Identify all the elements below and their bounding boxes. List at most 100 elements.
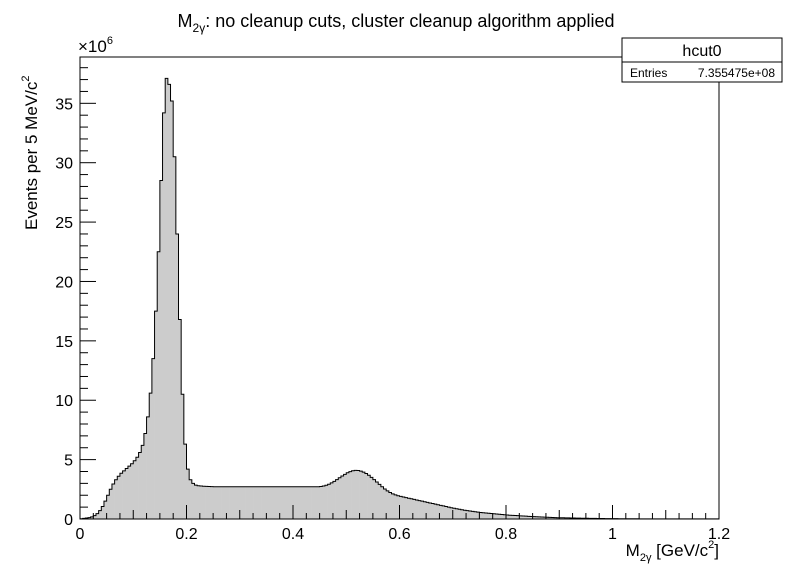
histogram-bin bbox=[461, 510, 464, 519]
histogram-bin bbox=[434, 504, 437, 519]
histogram-bin bbox=[128, 466, 131, 519]
histogram-bin bbox=[205, 486, 208, 519]
histogram-bin bbox=[341, 476, 344, 519]
histogram-bin bbox=[349, 472, 352, 519]
histogram-bin bbox=[139, 452, 142, 519]
histogram-bin bbox=[312, 487, 315, 519]
histogram-bin bbox=[378, 484, 381, 519]
x-tick-label: 0.2 bbox=[175, 526, 197, 543]
histogram-bin bbox=[242, 487, 245, 519]
histogram-bin bbox=[120, 473, 123, 519]
y-tick-label: 5 bbox=[64, 453, 73, 470]
x-tick-label: 0 bbox=[76, 526, 85, 543]
histogram-bin bbox=[402, 497, 405, 519]
histogram-bin bbox=[256, 487, 259, 519]
histogram-bin bbox=[272, 487, 275, 519]
histogram-bin bbox=[115, 480, 118, 519]
histogram-bin bbox=[218, 487, 221, 519]
histogram-bin bbox=[394, 495, 397, 519]
y-axis-label: Events per 5 MeV/c2 bbox=[20, 76, 41, 230]
histogram-bin bbox=[474, 512, 477, 519]
y-tick-label: 35 bbox=[55, 96, 73, 113]
histogram-bin bbox=[407, 498, 410, 519]
histogram-bin bbox=[314, 487, 317, 519]
histogram-bin bbox=[309, 487, 312, 519]
stats-entries-value: 7.355475e+08 bbox=[698, 66, 775, 80]
histogram-bin bbox=[136, 457, 139, 519]
histogram-bin bbox=[485, 513, 488, 519]
histogram-bin bbox=[168, 84, 171, 519]
histogram-bin bbox=[288, 487, 291, 519]
histogram-bin bbox=[322, 486, 325, 519]
histogram-bin bbox=[298, 487, 301, 519]
stats-box: hcut0 Entries 7.355475e+08 bbox=[622, 38, 782, 82]
histogram-bin bbox=[368, 475, 371, 519]
histogram-bin bbox=[471, 511, 474, 519]
histogram-bin bbox=[389, 493, 392, 519]
histogram-bin bbox=[221, 487, 224, 519]
histogram-bin bbox=[469, 511, 472, 519]
x-tick-label: 0.4 bbox=[282, 526, 304, 543]
y-tick-label: 20 bbox=[55, 274, 73, 291]
x-tick-label: 0.8 bbox=[495, 526, 517, 543]
y-tick-label: 15 bbox=[55, 334, 73, 351]
histogram-bin bbox=[357, 471, 360, 519]
histogram-bin bbox=[429, 503, 432, 519]
histogram-bin bbox=[229, 487, 232, 519]
histogram-bin bbox=[269, 487, 272, 519]
histogram-bin bbox=[447, 507, 450, 519]
histogram-bin bbox=[245, 487, 248, 519]
histogram-bin bbox=[141, 445, 144, 519]
histogram-bin bbox=[117, 476, 120, 519]
histogram-bin bbox=[258, 487, 261, 519]
histogram-bin bbox=[421, 501, 424, 519]
histogram-bin bbox=[442, 506, 445, 519]
histogram-bin bbox=[431, 504, 434, 519]
histogram-bin bbox=[248, 487, 251, 519]
histogram-bin bbox=[405, 498, 408, 519]
histogram-bin bbox=[296, 487, 299, 519]
histogram-bin bbox=[202, 486, 205, 519]
stats-entries-label: Entries bbox=[630, 66, 667, 80]
histogram-bin bbox=[274, 487, 277, 519]
histogram-bin bbox=[192, 483, 195, 519]
histogram-bin bbox=[282, 487, 285, 519]
y-tick-label: 0 bbox=[64, 512, 73, 529]
histogram-bin bbox=[338, 478, 341, 519]
histogram-bin bbox=[328, 484, 331, 519]
histogram-bin bbox=[125, 469, 128, 519]
histogram-bin bbox=[354, 470, 357, 519]
histogram-bin bbox=[144, 433, 147, 519]
histogram-bin bbox=[455, 509, 458, 519]
histogram-bin bbox=[482, 513, 485, 519]
histogram-bin bbox=[336, 480, 339, 519]
y-tick-label: 30 bbox=[55, 156, 73, 173]
histogram-bin bbox=[165, 78, 168, 519]
histogram-bin bbox=[370, 477, 373, 519]
histogram-bin bbox=[232, 487, 235, 519]
histogram-bin bbox=[381, 487, 384, 519]
histogram-bin bbox=[189, 480, 192, 519]
x-tick-label: 0.6 bbox=[388, 526, 410, 543]
histogram-bin bbox=[458, 509, 461, 519]
histogram-bin bbox=[362, 472, 365, 519]
histogram-bin bbox=[376, 482, 379, 519]
histogram-bin bbox=[261, 487, 264, 519]
histogram-bin bbox=[392, 494, 395, 519]
histogram-bin bbox=[487, 513, 490, 519]
histogram-bin bbox=[415, 500, 418, 519]
histogram-bin bbox=[495, 514, 498, 519]
stats-box-title: hcut0 bbox=[682, 43, 721, 60]
histogram-bin bbox=[171, 101, 174, 519]
histogram-bin bbox=[301, 487, 304, 519]
histogram-bin bbox=[360, 471, 363, 519]
y-tick-label: 10 bbox=[55, 393, 73, 410]
histogram-bin bbox=[285, 487, 288, 519]
histogram-bin bbox=[123, 471, 126, 519]
histogram-bin bbox=[194, 485, 197, 519]
histogram-bin bbox=[216, 487, 219, 519]
histogram-bin bbox=[208, 486, 211, 519]
histogram-bin bbox=[234, 487, 237, 519]
